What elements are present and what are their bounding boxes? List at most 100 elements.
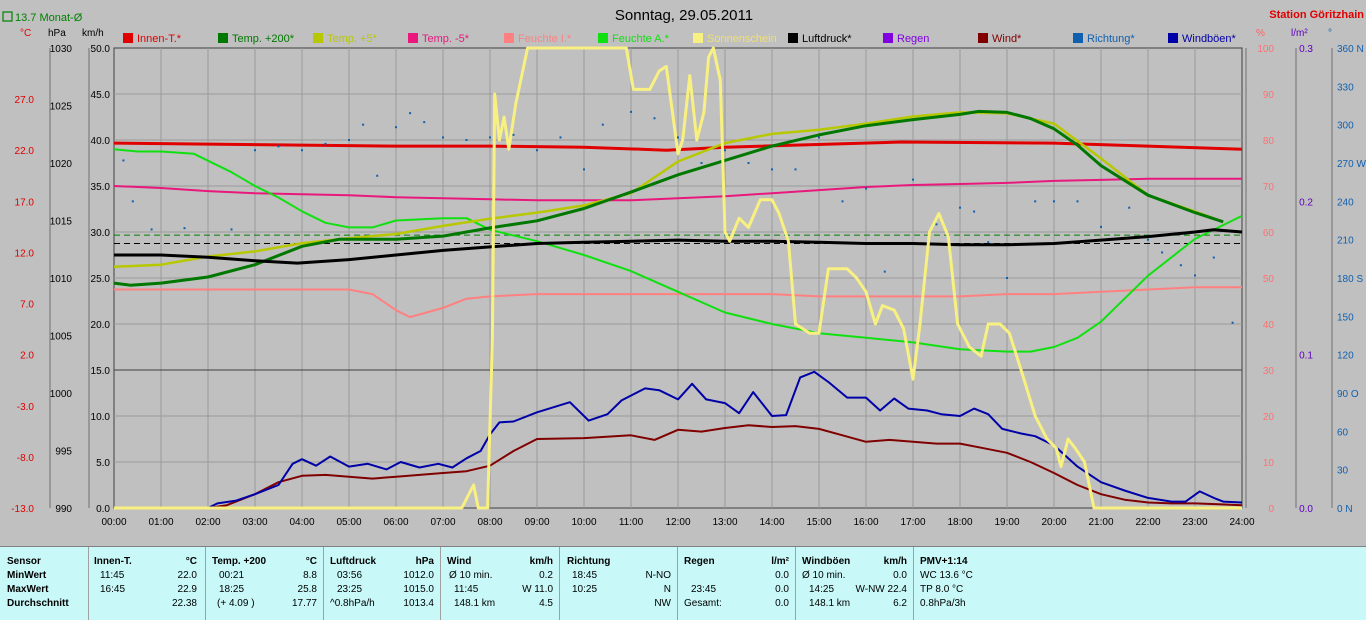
direction-point — [883, 270, 886, 273]
direction-point — [700, 162, 703, 164]
legend-swatch — [598, 33, 608, 43]
direction-point — [442, 136, 444, 139]
stats-innen-max-val: 22.9 — [177, 584, 197, 595]
legend-item: Regen — [883, 33, 929, 45]
chart-title: Sonntag, 29.05.2011 — [615, 7, 753, 24]
direction-point — [150, 228, 153, 231]
rain-tick-label: 0.3 — [1299, 44, 1313, 55]
pressure-tick-label: 1005 — [50, 332, 73, 343]
grid-lines — [49, 48, 1333, 508]
legend-item: Sonnenschein — [693, 33, 777, 45]
legend: Innen-T.* Temp. +200* Temp. +5* Temp. -5* Fe… — [123, 33, 1237, 45]
temp-tick-label: 22.0 — [15, 146, 35, 157]
series-sonnenschein — [114, 46, 1242, 510]
legend-label: Luftdruck* — [802, 33, 852, 45]
stats-wind-distance: 148.1 km — [454, 598, 496, 609]
humidity-tick-label: 50 — [1263, 274, 1275, 285]
stats-temp200-max-val: 25.8 — [297, 584, 317, 595]
direction-point — [1034, 200, 1037, 203]
stats-wind-unit: km/h — [529, 556, 553, 567]
stats-luftdruck-min-val: 1012.0 — [403, 570, 434, 581]
direction-point — [1006, 277, 1008, 279]
series-feuchte-a — [113, 148, 1243, 353]
direction-tick-label: 120 — [1337, 351, 1354, 362]
legend-item: Temp. +200* — [218, 33, 295, 45]
time-tick-label: 15:00 — [806, 517, 831, 528]
series-windb-en — [114, 370, 1243, 509]
direction-point — [724, 149, 726, 152]
stats-pmv-title: PMV+1:14 — [920, 556, 968, 567]
time-tick-label: 13:00 — [712, 517, 737, 528]
direction-point — [122, 159, 125, 162]
stats-regen-max-time: 23:45 — [691, 584, 717, 595]
stats-richtung-title: Richtung — [567, 556, 611, 567]
legend-label: Temp. +200* — [232, 33, 295, 45]
time-tick-label: 06:00 — [383, 517, 408, 528]
legend-swatch — [693, 33, 703, 43]
temp-tick-label: 7.0 — [20, 300, 34, 311]
stats-temp200-avg-val: 17.77 — [291, 598, 317, 609]
time-tick-label: 20:00 — [1041, 517, 1066, 528]
stats-boeen-distance: 148.1 km — [809, 598, 851, 609]
direction-point — [1147, 238, 1149, 241]
direction-point — [935, 223, 938, 226]
pressure-tick-label: 1010 — [50, 274, 73, 285]
legend-label: Feuchte I.* — [518, 33, 572, 45]
direction-tick-label: 300 — [1337, 121, 1354, 132]
rain-tick-label: 0.1 — [1299, 351, 1313, 362]
legend-swatch — [788, 33, 798, 43]
direction-point — [465, 139, 468, 141]
stats-wind-title: Wind — [447, 556, 472, 567]
time-tick-label: 04:00 — [289, 517, 314, 528]
legend-item: Feuchte A.* — [598, 33, 670, 45]
direction-point — [653, 117, 656, 120]
kmh-tick-label: 5.0 — [96, 458, 110, 469]
legend-swatch — [313, 33, 323, 43]
time-tick-label: 21:00 — [1088, 517, 1113, 528]
stats-luftdruck-title: Luftdruck — [330, 556, 377, 567]
stats-temp200-avg-note: (+ 4.09 ) — [217, 598, 255, 609]
direction-point — [747, 162, 750, 164]
direction-point — [987, 241, 990, 244]
unit-direction: ° — [1328, 28, 1332, 39]
stats-richtung-min-val: N-NO — [645, 570, 671, 581]
series-luftdruck — [114, 228, 1243, 265]
stats-pmv-windchill: WC 13.6 °C — [920, 570, 973, 581]
time-tick-label: 03:00 — [242, 517, 267, 528]
stats-luftdruck-unit: hPa — [415, 556, 434, 567]
direction-tick-label: 270 W — [1337, 159, 1366, 170]
time-tick-label: 12:00 — [665, 517, 690, 528]
legend-item: Innen-T.* — [123, 33, 182, 45]
direction-point — [973, 210, 976, 213]
legend-label: Regen — [897, 33, 929, 45]
stats-boeen-title: Windböen — [802, 556, 851, 567]
direction-point — [1053, 200, 1055, 203]
stats-wind-min-val: 0.2 — [539, 570, 553, 581]
direction-point — [1128, 206, 1131, 209]
stats-innen-min-time: 11:45 — [100, 570, 125, 581]
temp-tick-label: 2.0 — [20, 351, 34, 362]
rain-tick-label: 0.0 — [1299, 504, 1313, 515]
stats-row-max: MaxWert — [7, 584, 49, 595]
direction-tick-label: 60 — [1337, 427, 1349, 438]
stats-regen-total-val: 0.0 — [775, 598, 789, 609]
kmh-tick-label: 30.0 — [91, 228, 111, 239]
humidity-tick-label: 40 — [1263, 320, 1275, 331]
pressure-tick-label: 1030 — [50, 44, 73, 55]
legend-label: Temp. -5* — [422, 33, 470, 45]
kmh-tick-label: 45.0 — [91, 90, 111, 101]
series-innen-t — [113, 140, 1243, 152]
stats-luftdruck-avg-val: 1013.4 — [403, 598, 434, 609]
legend-item: Wind* — [978, 33, 1022, 45]
temp-tick-label: 17.0 — [15, 197, 35, 208]
legend-swatch — [883, 33, 893, 43]
humidity-tick-label: 80 — [1263, 136, 1275, 147]
time-tick-label: 17:00 — [900, 517, 925, 528]
direction-point — [1194, 274, 1196, 277]
kmh-tick-label: 25.0 — [91, 274, 111, 285]
stats-richtung-max-time: 10:25 — [572, 584, 598, 595]
direction-point — [865, 187, 867, 190]
unit-pressure: hPa — [48, 28, 66, 39]
series-temp-200 — [113, 109, 1224, 287]
stats-col-temp200: Temp. +200 °C 00:21 8.8 18:25 25.8 (+ 4.09 … — [205, 547, 324, 620]
